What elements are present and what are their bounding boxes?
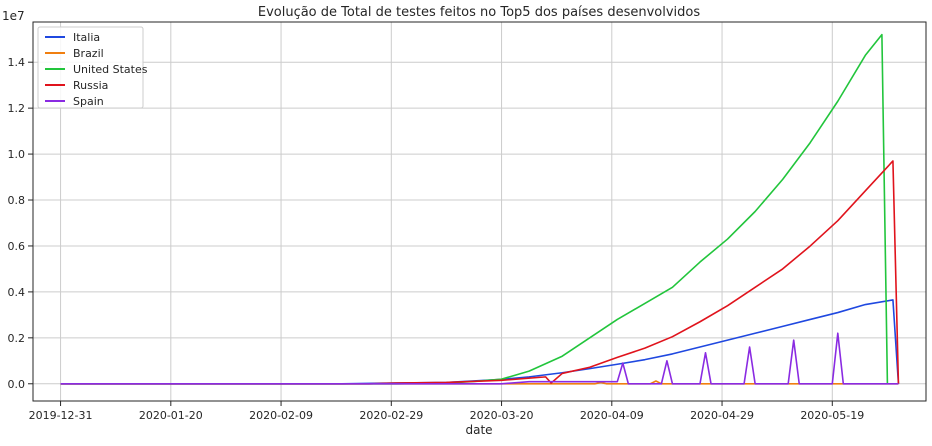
- x-tick-label: 2019-12-31: [29, 409, 93, 422]
- y-tick-label: 1.0: [8, 148, 26, 161]
- x-tick-label: 2020-05-19: [800, 409, 864, 422]
- plot-area-frame: [32, 21, 927, 402]
- y-tick-label: 0.6: [8, 240, 26, 253]
- y-offset-label: 1e7: [2, 9, 25, 23]
- legend-label: Italia: [73, 31, 100, 44]
- legend-label: Russia: [73, 79, 108, 92]
- y-tick-label: 0.2: [8, 332, 26, 345]
- legend-box: [37, 26, 144, 109]
- y-tick-label: 1.4: [8, 56, 26, 69]
- legend: Italia Brazil United States Russia Spain: [37, 26, 148, 109]
- series-line-russia: [60, 160, 900, 385]
- axes: 2019-12-31 2020-01-20 2020-02-09 2020-02-29…: [8, 56, 865, 422]
- x-axis-label: date: [465, 423, 492, 437]
- chart-title: Evolução de Total de testes feitos no To…: [258, 5, 700, 20]
- x-tick-label: 2020-04-29: [690, 409, 754, 422]
- series-lines: [60, 33, 900, 385]
- grid: [33, 22, 926, 401]
- y-tick-label: 0.4: [8, 286, 26, 299]
- x-tick-label: 2020-04-09: [580, 409, 644, 422]
- legend-label: United States: [73, 63, 148, 76]
- x-tick-label: 2020-01-20: [139, 409, 203, 422]
- y-tick-label: 0.8: [8, 194, 26, 207]
- x-tick-label: 2020-02-09: [249, 409, 313, 422]
- legend-label: Brazil: [73, 47, 104, 60]
- x-tick-label: 2020-02-29: [359, 409, 423, 422]
- series-line-spain: [60, 332, 899, 385]
- y-tick-label: 0.0: [8, 378, 26, 391]
- legend-label: Spain: [73, 95, 104, 108]
- y-tick-label: 1.2: [8, 102, 26, 115]
- series-line-italia: [60, 299, 900, 385]
- x-tick-label: 2020-03-20: [470, 409, 534, 422]
